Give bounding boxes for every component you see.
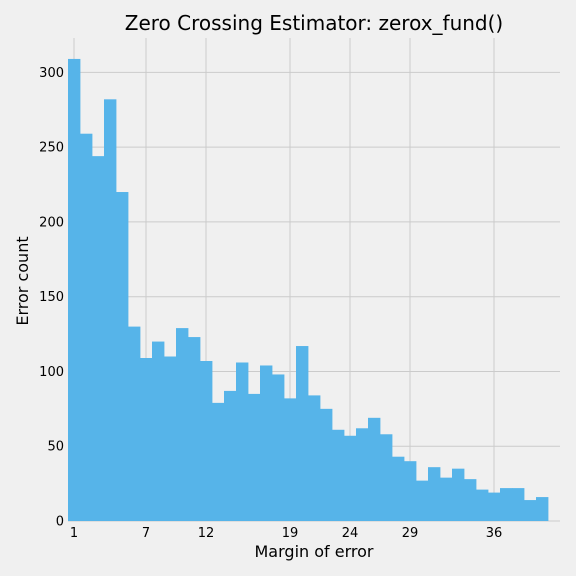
ticks-layer: 0 50 100 150 200 250 300 1 7 12 19 24 29 36 xyxy=(39,66,502,541)
histogram-bar xyxy=(248,393,261,521)
histogram-bar xyxy=(500,488,513,521)
histogram-bar xyxy=(308,395,321,521)
histogram-bar xyxy=(452,468,465,521)
bars-layer xyxy=(68,58,549,522)
histogram-bar xyxy=(176,328,189,521)
y-tick-label: 50 xyxy=(47,440,64,455)
chart-title: Zero Crossing Estimator: zerox_fund() xyxy=(125,11,503,35)
histogram-bar xyxy=(200,360,213,521)
histogram-bar xyxy=(440,477,453,521)
histogram-bar xyxy=(260,365,273,521)
x-tick-label: 36 xyxy=(486,526,503,541)
histogram-bar xyxy=(164,356,177,521)
histogram-bar xyxy=(128,326,141,521)
histogram-bar xyxy=(464,479,477,521)
histogram-bar xyxy=(236,362,249,521)
histogram-bar xyxy=(332,429,345,521)
histogram-bar xyxy=(380,434,393,521)
histogram-bar xyxy=(104,99,117,521)
histogram-bar xyxy=(224,390,237,521)
y-tick-label: 100 xyxy=(39,365,64,380)
histogram-bar xyxy=(488,492,501,521)
x-tick-label: 24 xyxy=(342,526,359,541)
histogram-bar xyxy=(524,500,537,521)
histogram-bar xyxy=(356,428,369,521)
y-tick-label: 0 xyxy=(56,515,64,530)
histogram-bar xyxy=(536,497,549,521)
histogram-bar xyxy=(296,346,309,521)
histogram-bar xyxy=(476,489,489,521)
x-tick-label: 7 xyxy=(142,526,150,541)
histogram-bar xyxy=(428,467,441,521)
y-tick-label: 200 xyxy=(39,215,64,230)
histogram-bar xyxy=(284,398,297,521)
histogram-bar xyxy=(272,374,285,521)
histogram-bar xyxy=(80,133,93,521)
y-tick-label: 300 xyxy=(39,66,64,81)
x-tick-label: 29 xyxy=(402,526,419,541)
x-axis-label: Margin of error xyxy=(255,542,374,561)
histogram-bar xyxy=(512,488,525,521)
histogram-bar xyxy=(140,358,153,521)
histogram-bar xyxy=(116,192,129,521)
histogram-bar xyxy=(152,341,165,521)
x-tick-label: 12 xyxy=(198,526,215,541)
histogram-bar xyxy=(416,480,429,521)
histogram-bar xyxy=(344,435,357,521)
histogram-bar xyxy=(404,461,417,521)
histogram-bar xyxy=(320,408,333,521)
histogram-bar xyxy=(92,156,105,522)
x-tick-label: 19 xyxy=(282,526,299,541)
y-axis-label: Error count xyxy=(13,236,32,325)
histogram-bar xyxy=(188,337,201,521)
histogram-bar xyxy=(368,417,381,521)
histogram-bar xyxy=(212,402,225,521)
y-tick-label: 250 xyxy=(39,141,64,156)
x-tick-label: 1 xyxy=(70,526,78,541)
histogram-bar xyxy=(392,456,405,521)
y-tick-label: 150 xyxy=(39,290,64,305)
histogram-bar xyxy=(68,58,81,521)
